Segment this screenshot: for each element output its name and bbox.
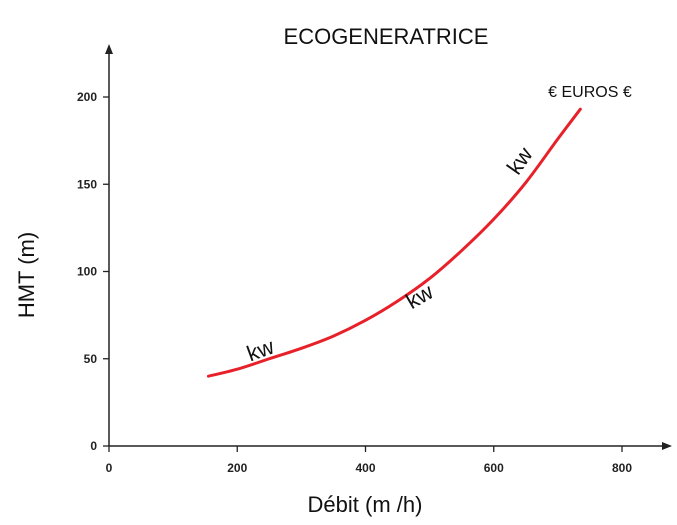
x-tick-label: 400	[355, 461, 375, 475]
y-tick-label: 100	[77, 265, 97, 279]
ticks: 0 200 400 600 800 0 50 100 150 200	[77, 90, 632, 475]
x-axis-arrow	[662, 442, 672, 450]
x-tick-label: 200	[227, 461, 247, 475]
chart-title: ECOGENERATRICE	[284, 24, 489, 49]
axes	[105, 44, 672, 450]
x-tick-label: 0	[106, 461, 113, 475]
annotation-kw: kw	[402, 279, 438, 314]
annotation-euros: € EUROS €	[548, 84, 632, 101]
y-axis-title: HMT (m)	[14, 232, 39, 318]
y-axis-arrow	[105, 44, 113, 54]
x-tick-label: 600	[484, 461, 504, 475]
series	[206, 107, 582, 378]
y-tick-label: 0	[90, 439, 97, 453]
y-tick-label: 50	[84, 352, 98, 366]
annotation-kw: kw	[243, 334, 277, 367]
y-tick-label: 150	[77, 177, 97, 191]
series-line	[206, 107, 582, 378]
x-axis-title: Débit (m /h)	[308, 492, 423, 517]
x-tick-label: 800	[612, 461, 632, 475]
y-tick-label: 200	[77, 90, 97, 104]
